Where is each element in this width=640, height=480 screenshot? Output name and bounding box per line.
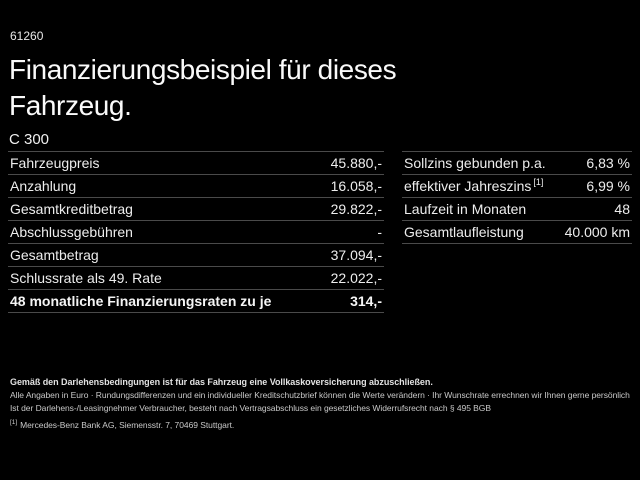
row-label: Schlussrate als 49. Rate — [10, 270, 162, 286]
table-row: Laufzeit in Monaten 48 — [402, 198, 632, 221]
table-row: Gesamtlaufleistung 40.000 km — [402, 221, 632, 244]
general-note: Alle Angaben in Euro · Rundungsdifferenz… — [10, 390, 630, 400]
row-value: 6,83 % — [586, 155, 630, 171]
row-label: Abschlussgebühren — [10, 224, 133, 240]
table-row: Schlussrate als 49. Rate 22.022,- — [8, 267, 384, 290]
footnote-marker: [1] — [10, 419, 18, 426]
page-title: Finanzierungsbeispiel für dieses Fahrzeu… — [9, 54, 397, 121]
row-value: 22.022,- — [330, 270, 382, 286]
row-value: 40.000 km — [564, 224, 630, 240]
withdrawal-note: Ist der Darlehens-/Leasingnehmer Verbrau… — [10, 403, 491, 413]
row-value: 6,99 % — [586, 178, 630, 194]
table-row: Sollzins gebunden p.a. 6,83 % — [402, 152, 632, 175]
table-row-monthly-rate: 48 monatliche Finanzierungsraten zu je 3… — [8, 290, 384, 313]
bank-footnote-text: Mercedes-Benz Bank AG, Siemensstr. 7, 70… — [20, 419, 235, 430]
row-value: 37.094,- — [330, 247, 382, 263]
conditions-table: Sollzins gebunden p.a. 6,83 % effektiver… — [402, 151, 632, 244]
financing-table: Fahrzeugpreis 45.880,- Anzahlung 16.058,… — [8, 151, 384, 313]
row-label: Anzahlung — [10, 178, 77, 194]
row-value: 48 — [614, 201, 630, 217]
insurance-note: Gemäß den Darlehensbedingungen ist für d… — [10, 377, 433, 387]
bank-footnote: [1] Mercedes-Benz Bank AG, Siemensstr. 7,… — [10, 419, 234, 430]
row-value: - — [377, 224, 382, 240]
row-label: Sollzins gebunden p.a. — [404, 155, 546, 171]
row-label-text: effektiver Jahreszins — [404, 178, 532, 194]
row-label: Gesamtlaufleistung — [404, 224, 524, 240]
table-row: Gesamtkreditbetrag 29.822,- — [8, 198, 384, 221]
vehicle-model: C 300 — [9, 131, 50, 148]
stock-number: 61260 — [10, 29, 44, 43]
table-row: effektiver Jahreszins [1] 6,99 % — [402, 175, 632, 198]
table-row: Abschlussgebühren - — [8, 221, 384, 244]
row-value: 16.058,- — [330, 178, 382, 194]
row-label: Gesamtkreditbetrag — [10, 201, 133, 217]
table-row: Gesamtbetrag 37.094,- — [8, 244, 384, 267]
row-label: Fahrzeugpreis — [10, 155, 100, 171]
row-value: 29.822,- — [330, 201, 382, 217]
table-row: Anzahlung 16.058,- — [8, 175, 384, 198]
row-label: Gesamtbetrag — [10, 247, 99, 263]
table-row: Fahrzeugpreis 45.880,- — [8, 152, 384, 175]
row-label: effektiver Jahreszins [1] — [402, 178, 543, 194]
row-value: 314,- — [350, 293, 382, 309]
footnote-reference-marker: [1] — [533, 177, 544, 188]
row-label: 48 monatliche Finanzierungsraten zu je — [10, 293, 272, 309]
row-value: 45.880,- — [330, 155, 382, 171]
row-label: Laufzeit in Monaten — [404, 201, 527, 217]
